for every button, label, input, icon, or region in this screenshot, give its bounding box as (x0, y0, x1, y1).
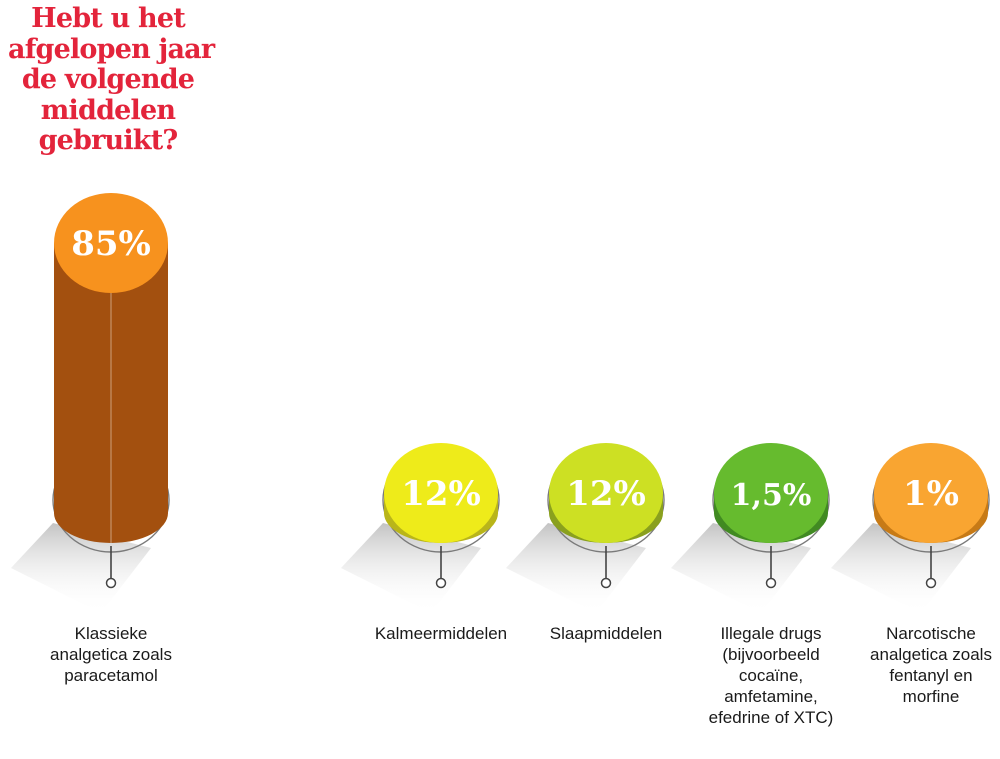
category-label: Illegale drugs (bijvoorbeeld cocaïne, am… (708, 624, 834, 727)
bar-shadow (11, 523, 151, 613)
bar-shadow (506, 523, 646, 613)
chart-title-line: middelen (40, 94, 176, 126)
bar: 1% (831, 443, 990, 613)
bar-shadow (341, 523, 481, 613)
data-label: 12% (566, 474, 646, 514)
bar-top (549, 443, 663, 543)
bar: 1,5% (671, 443, 830, 613)
data-label: 85% (71, 224, 151, 264)
label-connector-dot (105, 577, 117, 589)
label-connector-dot (925, 577, 937, 589)
bar: 12% (506, 443, 665, 613)
bar: 12% (341, 443, 500, 613)
label-connector-dot (435, 577, 447, 589)
chart-title-line: gebruikt? (38, 125, 179, 156)
bar-top (384, 443, 498, 543)
bar-shadow (831, 523, 971, 613)
data-label: 12% (401, 474, 481, 514)
data-label: 1,5% (731, 478, 812, 513)
chart-title-line: afgelopen jaar (8, 33, 215, 65)
bar-top (54, 193, 168, 293)
data-label: 1% (903, 474, 959, 514)
bar: 85% (11, 193, 170, 613)
chart-title-line: Hebt u het (31, 3, 186, 34)
bar-body (54, 243, 168, 543)
label-connector-dot (600, 577, 612, 589)
category-label: Narcotische analgetica zoals fentanyl en… (870, 624, 992, 706)
bar-shadow (671, 523, 811, 613)
category-label: Kalmeermiddelen (374, 624, 508, 643)
chart-title: Hebt u het afgelopen jaar de volgende midde… (8, 3, 215, 157)
bar-top (874, 443, 988, 543)
category-label: Klassieke analgetica zoals paracetamol (50, 624, 172, 685)
label-connector-dot (765, 577, 777, 589)
chart-title-line: de volgende (21, 64, 195, 95)
category-label: Slaapmiddelen (549, 624, 663, 643)
bar-top (714, 443, 828, 543)
